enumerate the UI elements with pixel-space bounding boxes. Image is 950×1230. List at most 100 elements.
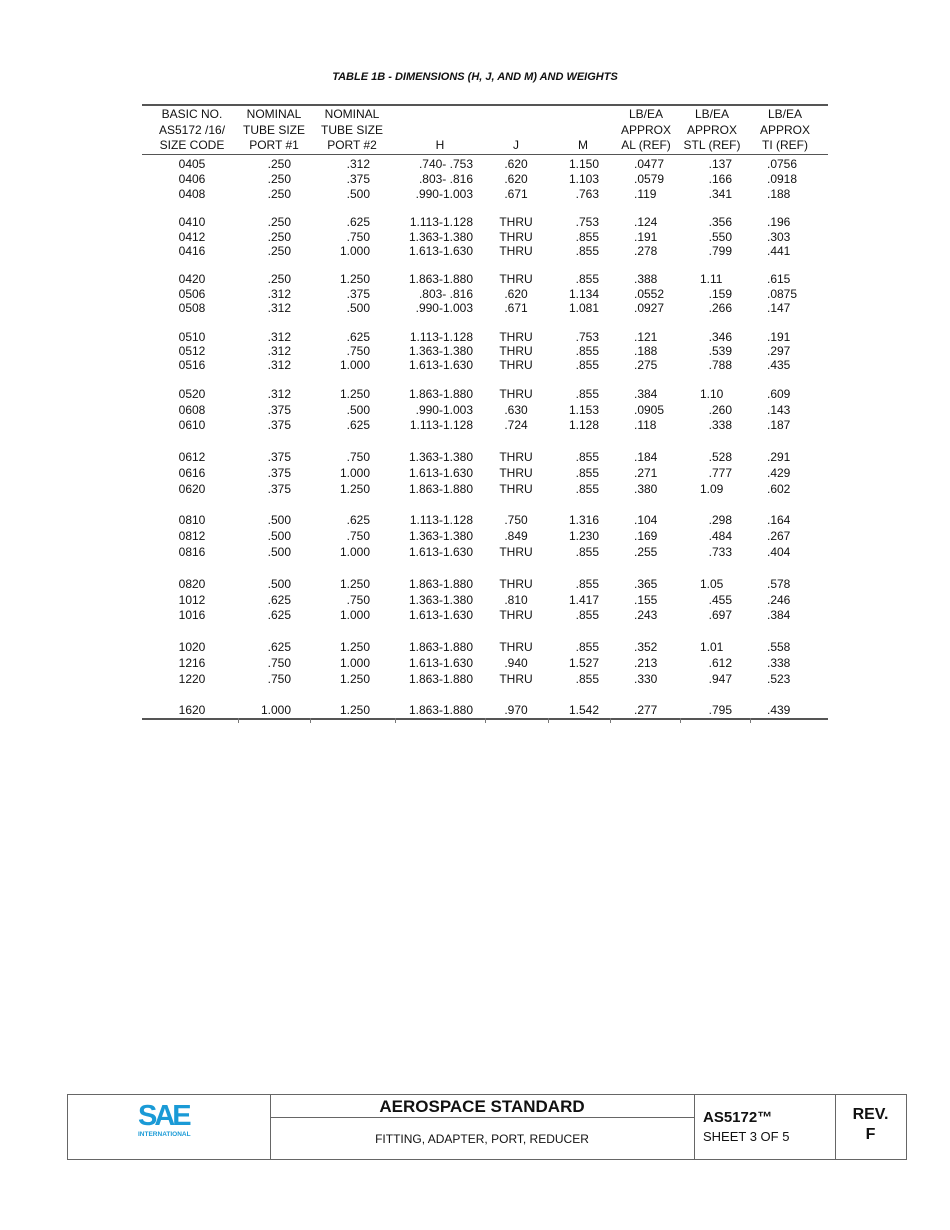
cell-m: 1.417	[568, 593, 599, 607]
cell-h: 1.613-1.630	[408, 545, 473, 559]
cell-al-weight: .118	[634, 418, 657, 432]
cell-h: 1.863-1.880	[408, 672, 473, 686]
cell-j: THRU	[499, 330, 533, 344]
cell-m: .855	[575, 344, 599, 358]
revision-value: F	[865, 1126, 876, 1143]
cell-m: .855	[575, 608, 599, 622]
cell-al-weight: .365	[634, 577, 658, 591]
document-number: AS5172™	[703, 1109, 773, 1126]
cell-port2: 1.250	[339, 672, 370, 686]
column-tick	[680, 718, 681, 723]
cell-port1: .312	[267, 358, 291, 372]
cell-m: .753	[575, 330, 599, 344]
cell-j: .849	[504, 529, 528, 543]
cell-m: .763	[575, 187, 599, 201]
cell-stl-weight: .341	[708, 187, 732, 201]
cell-port2: 1.000	[339, 608, 370, 622]
cell-basic-no: 0406	[178, 172, 206, 186]
sae-logo: SAE INTERNATIONAL	[138, 1100, 200, 1138]
cell-stl-weight: .947	[708, 672, 732, 686]
cell-al-weight: .0927	[634, 301, 665, 315]
cell-stl-weight: 1.01	[700, 640, 724, 654]
cell-ti-weight: .578	[767, 577, 791, 591]
cell-m: 1.103	[568, 172, 599, 186]
cell-port1: .375	[267, 403, 291, 417]
cell-stl-weight: 1.05	[700, 577, 724, 591]
cell-h: 1.113-1.128	[409, 330, 473, 344]
cell-ti-weight: .143	[767, 403, 791, 417]
cell-al-weight: .255	[634, 545, 658, 559]
cell-ti-weight: .435	[767, 358, 791, 372]
cell-ti-weight: .523	[767, 672, 791, 686]
cell-port1: .375	[267, 466, 291, 480]
cell-stl-weight: .550	[708, 230, 732, 244]
cell-basic-no: 0520	[178, 387, 206, 401]
cell-h: 1.863-1.880	[408, 577, 473, 591]
cell-j: .724	[504, 418, 528, 432]
svg-text:SAE: SAE	[138, 1101, 191, 1127]
cell-h: 1.863-1.880	[408, 703, 473, 717]
cell-port2: .750	[346, 529, 370, 543]
cell-port2: 1.250	[339, 482, 370, 496]
divider	[270, 1117, 694, 1118]
cell-ti-weight: .441	[767, 244, 791, 258]
cell-j: THRU	[499, 466, 533, 480]
cell-stl-weight: .346	[708, 330, 732, 344]
cell-al-weight: .213	[634, 656, 658, 670]
cell-stl-weight: .159	[708, 287, 732, 301]
cell-basic-no: 1012	[178, 593, 206, 607]
cell-basic-no: 0608	[178, 403, 206, 417]
cell-ti-weight: .602	[767, 482, 791, 496]
cell-port1: .312	[267, 287, 291, 301]
cell-stl-weight: .799	[708, 244, 732, 258]
cell-m: .753	[575, 215, 599, 229]
cell-port1: .750	[267, 656, 291, 670]
cell-h: .740- .753	[418, 157, 473, 171]
column-header-port2: TUBE SIZE	[320, 122, 383, 137]
cell-j: .630	[504, 403, 528, 417]
column-header-ti-weight: LB/EA	[767, 107, 803, 121]
column-header-al-weight: APPROX	[620, 122, 671, 137]
cell-port1: .375	[267, 418, 291, 432]
column-header-stl-weight: STL (REF)	[683, 138, 741, 153]
cell-h: .990-1.003	[415, 187, 473, 201]
cell-port1: .250	[267, 230, 291, 244]
cell-basic-no: 1020	[178, 640, 206, 654]
cell-j: .671	[504, 187, 528, 201]
cell-port2: .500	[346, 301, 370, 315]
cell-port2: 1.000	[339, 466, 370, 480]
cell-stl-weight: .266	[708, 301, 732, 315]
cell-m: .855	[575, 640, 599, 654]
sheet-number: SHEET 3 OF 5	[703, 1129, 790, 1144]
cell-stl-weight: 1.11	[700, 272, 723, 286]
column-tick	[395, 718, 396, 723]
cell-port2: .500	[346, 187, 370, 201]
cell-j: THRU	[499, 545, 533, 559]
cell-h: 1.863-1.880	[408, 272, 473, 286]
cell-basic-no: 0420	[178, 272, 206, 286]
cell-port1: .312	[267, 301, 291, 315]
cell-m: 1.128	[568, 418, 599, 432]
cell-port2: .750	[346, 450, 370, 464]
cell-port1: .625	[267, 593, 291, 607]
cell-basic-no: 1016	[178, 608, 206, 622]
column-header-stl-weight: LB/EA	[694, 107, 730, 121]
cell-port2: 1.250	[339, 703, 370, 717]
cell-basic-no: 0512	[178, 344, 206, 358]
cell-port1: .250	[267, 215, 291, 229]
cell-m: .855	[575, 358, 599, 372]
revision-label: REV.	[852, 1106, 889, 1123]
cell-j: THRU	[499, 640, 533, 654]
cell-m: .855	[575, 482, 599, 496]
cell-al-weight: .191	[634, 230, 658, 244]
cell-al-weight: .380	[634, 482, 658, 496]
title-block: SAE INTERNATIONAL AEROSPACE STANDARD FIT…	[67, 1094, 907, 1160]
header-rule	[142, 154, 828, 155]
cell-port1: .750	[267, 672, 291, 686]
cell-basic-no: 0812	[178, 529, 206, 543]
column-tick	[238, 718, 239, 723]
sae-logo-icon: SAE	[138, 1100, 194, 1132]
cell-j: .810	[504, 593, 528, 607]
cell-port1: .375	[267, 450, 291, 464]
column-header-port1: PORT #1	[249, 138, 299, 153]
